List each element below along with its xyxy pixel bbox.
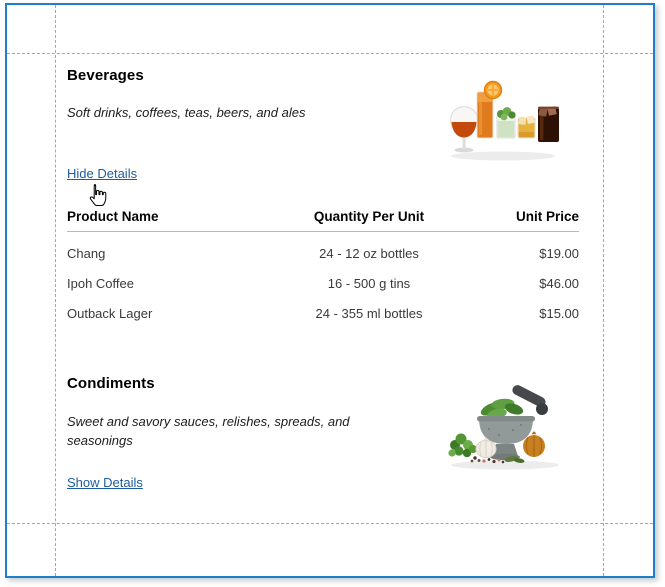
column-header-product-name: Product Name bbox=[67, 208, 249, 232]
cell-product-name: Ipoh Coffee bbox=[67, 276, 134, 291]
cell-product-name: Outback Lager bbox=[67, 306, 153, 321]
margin-guide-top bbox=[7, 53, 653, 54]
cell-product-name: Chang bbox=[67, 246, 106, 261]
category-title-beverages: Beverages bbox=[67, 67, 144, 84]
column-header-quantity-per-unit: Quantity Per Unit bbox=[249, 208, 489, 232]
category-title-condiments: Condiments bbox=[67, 375, 155, 392]
cell-unit-price: $46.00 bbox=[539, 276, 579, 291]
table-header-row: Product Name Quantity Per Unit Unit Pric… bbox=[67, 208, 579, 232]
condiments-photo bbox=[448, 385, 559, 470]
report-page: Beverages Soft drinks, coffees, teas, be… bbox=[5, 3, 655, 578]
cell-quantity: 16 - 500 g tins bbox=[327, 276, 411, 291]
cell-quantity: 24 - 355 ml bottles bbox=[315, 306, 423, 321]
margin-guide-bottom bbox=[7, 523, 653, 524]
margin-guide-left bbox=[55, 5, 56, 576]
hand-pointer-cursor-icon bbox=[89, 184, 107, 207]
table-row: Outback Lager 24 - 355 ml bottles $15.00 bbox=[67, 292, 579, 322]
table-row: Ipoh Coffee 16 - 500 g tins $46.00 bbox=[67, 262, 579, 292]
column-header-unit-price: Unit Price bbox=[489, 208, 579, 232]
category-description-condiments: Sweet and savory sauces, relishes, sprea… bbox=[67, 414, 350, 448]
cell-quantity: 24 - 12 oz bottles bbox=[319, 246, 419, 261]
margin-guide-right bbox=[603, 5, 604, 576]
cell-unit-price: $19.00 bbox=[539, 246, 579, 261]
table-row: Chang 24 - 12 oz bottles $19.00 bbox=[67, 232, 579, 263]
show-details-link[interactable]: Show Details bbox=[67, 475, 143, 490]
product-details-table: Product Name Quantity Per Unit Unit Pric… bbox=[67, 208, 579, 322]
hide-details-link[interactable]: Hide Details bbox=[67, 166, 138, 181]
cell-unit-price: $15.00 bbox=[539, 306, 579, 321]
category-description-beverages: Soft drinks, coffees, teas, beers, and a… bbox=[67, 105, 306, 120]
beverages-photo bbox=[450, 80, 559, 161]
